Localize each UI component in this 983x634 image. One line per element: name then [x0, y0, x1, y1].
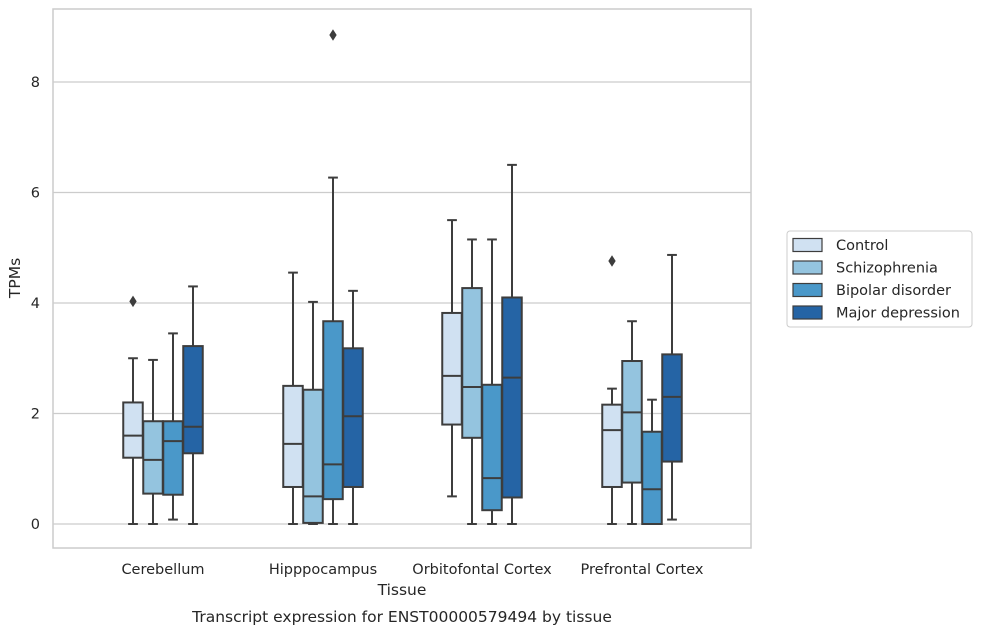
box-schizophrenia	[302, 300, 324, 525]
iqr-box	[461, 287, 483, 439]
chart-caption: Transcript expression for ENST0000057949…	[191, 608, 612, 626]
x-tick-label: Cerebellum	[121, 562, 204, 578]
iqr-box	[661, 353, 683, 463]
box-bipolar-disorder	[481, 238, 503, 525]
iqr-box	[601, 403, 623, 488]
box-schizophrenia	[621, 320, 643, 525]
x-tick-label: Orbitofontal Cortex	[412, 562, 552, 578]
box-schizophrenia	[142, 358, 164, 525]
box-bipolar-disorder	[162, 332, 184, 521]
legend-swatch	[792, 260, 823, 275]
x-tick-label: Prefrontal Cortex	[581, 562, 704, 578]
plot-area-frame	[52, 8, 752, 549]
legend-frame	[786, 230, 973, 328]
box-major-depression	[342, 289, 364, 525]
iqr-box	[641, 430, 663, 526]
outlier-marker	[608, 255, 616, 267]
legend-label: Control	[836, 238, 888, 254]
y-tick-label: 4	[31, 296, 40, 312]
iqr-box	[182, 345, 204, 455]
iqr-box	[501, 296, 523, 499]
x-axis-title: Tissue	[377, 581, 427, 599]
iqr-box	[142, 420, 164, 495]
legend-swatch	[792, 282, 823, 298]
y-tick-label: 8	[31, 75, 40, 91]
iqr-box	[282, 384, 304, 488]
iqr-box	[621, 360, 643, 484]
box-major-depression	[501, 163, 523, 525]
y-tick-label: 2	[31, 407, 40, 423]
iqr-box	[122, 401, 144, 459]
outlier-marker	[129, 295, 137, 308]
iqr-box	[322, 320, 344, 501]
legend-label: Major depression	[836, 306, 960, 322]
legend-label: Schizophrenia	[836, 261, 938, 277]
iqr-box	[162, 420, 184, 496]
legend-swatch	[792, 305, 823, 320]
x-tick-label: Hipppocampus	[269, 562, 377, 578]
box-major-depression	[661, 253, 683, 521]
y-axis-title: TPMs	[6, 258, 24, 299]
y-tick-label: 0	[31, 517, 40, 533]
box-series-group	[122, 29, 683, 526]
legend-swatch	[792, 237, 823, 253]
outlier-marker	[329, 29, 337, 41]
box-schizophrenia	[461, 238, 483, 525]
box-control	[122, 295, 144, 525]
y-tick-labels: 0 2 4 6 8	[31, 75, 40, 533]
iqr-box	[342, 347, 364, 488]
legend-label: Bipolar disorder	[836, 283, 951, 299]
legend: Control Schizophrenia Bipolar disorder Majo…	[786, 230, 973, 328]
x-tick-labels: Cerebellum Hipppocampus Orbitofontal Corte…	[121, 562, 703, 578]
iqr-box	[302, 388, 324, 524]
iqr-box	[441, 311, 463, 426]
y-tick-label: 6	[31, 186, 40, 202]
iqr-box	[481, 383, 503, 512]
box-bipolar-disorder	[641, 398, 663, 526]
box-major-depression	[182, 285, 204, 525]
